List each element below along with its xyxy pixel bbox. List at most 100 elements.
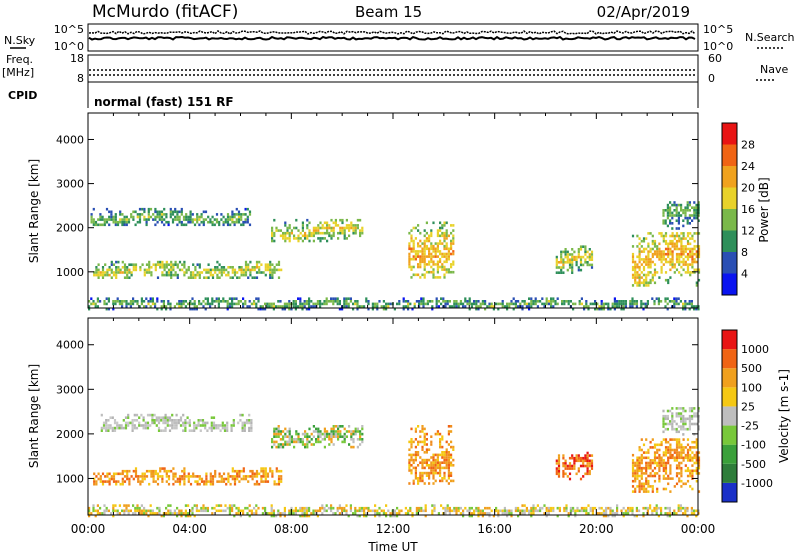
echo-pixel [112,271,116,274]
echo-pixel [434,479,437,483]
echo-pixel [439,257,442,261]
echo-pixel [178,302,181,306]
echo-pixel [230,426,233,430]
echo-pixel [697,203,700,207]
echo-pixel [440,504,443,507]
echo-pixel [684,482,687,486]
echo-pixel [301,509,304,513]
echo-pixel [255,276,259,279]
echo-pixel [288,231,291,235]
echo-pixel [165,266,168,269]
echo-pixel [666,427,669,431]
echo-pixel [156,300,159,303]
echo-pixel [653,242,657,246]
echo-pixel [345,305,348,308]
echo-pixel [290,435,293,438]
echo-pixel [577,268,580,272]
echo-pixel [682,512,685,515]
echo-pixel [607,307,610,311]
echo-pixel [175,424,178,427]
echo-pixel [432,260,435,264]
echo-pixel [682,433,685,436]
echo-pixel [247,266,250,269]
echo-pixel [414,469,417,472]
echo-pixel [336,509,339,513]
echo-pixel [365,300,368,303]
echo-pixel [284,440,287,444]
echo-pixel [421,477,424,480]
echo-pixel [428,250,431,253]
echo-pixel [425,432,428,436]
echo-pixel [423,466,426,470]
echo-pixel [693,305,696,308]
echo-pixel [636,485,639,488]
echo-pixel [345,226,348,230]
echo-pixel [369,509,372,513]
echo-pixel [283,506,286,510]
echo-pixel [688,209,691,212]
echo-pixel [441,445,444,449]
echo-pixel [436,461,439,464]
echo-pixel [697,414,700,418]
echo-pixel [125,300,128,303]
echo-pixel [432,247,435,251]
echo-pixel [110,475,113,478]
echo-pixel [330,300,333,303]
colorbar-tick: 20 [741,182,755,195]
echo-pixel [204,506,207,510]
echo-pixel [439,443,442,446]
echo-pixel [152,477,155,481]
echo-pixel [634,477,637,480]
echo-pixel [560,253,563,256]
echo-pixel [631,305,634,308]
echo-pixel [636,456,639,460]
echo-pixel [667,245,670,248]
echo-pixel [414,257,417,261]
echo-pixel [143,300,146,303]
echo-pixel [367,300,370,303]
echo-pixel [326,231,329,235]
echo-pixel [253,276,256,279]
echo-pixel [575,459,578,463]
echo-pixel [308,297,311,300]
echo-pixel [411,512,414,515]
echo-pixel [666,216,669,220]
echo-pixel [686,302,689,306]
echo-pixel [224,504,227,507]
echo-pixel [165,271,168,274]
echo-pixel [237,220,241,224]
echo-pixel [275,469,278,473]
echo-pixel [459,300,462,303]
echo-pixel [649,250,652,253]
echo-pixel [675,234,679,238]
echo-pixel [452,252,455,256]
echo-pixel [689,469,692,473]
echo-pixel [283,307,286,311]
echo-pixel [283,509,286,513]
echo-pixel [171,424,174,427]
echo-pixel [622,300,625,303]
echo-pixel [543,504,546,507]
echo-pixel [160,307,163,311]
echo-pixel [99,213,102,216]
echo-pixel [95,271,98,274]
echo-pixel [636,461,639,465]
echo-pixel [448,509,451,513]
echo-pixel [678,237,681,240]
echo-pixel [673,271,676,274]
echo-pixel [264,302,267,306]
echo-pixel [143,305,146,308]
echo-pixel [294,305,297,308]
echo-pixel [462,509,465,513]
echo-pixel [288,438,291,441]
echo-pixel [680,479,683,483]
echo-pixel [686,451,690,454]
echo-pixel [677,414,680,418]
echo-pixel [684,245,687,248]
echo-pixel [181,469,184,473]
echo-pixel [176,273,179,277]
echo-pixel [222,297,225,300]
echo-pixel [477,506,480,510]
echo-pixel [354,432,357,436]
echo-pixel [609,512,612,515]
